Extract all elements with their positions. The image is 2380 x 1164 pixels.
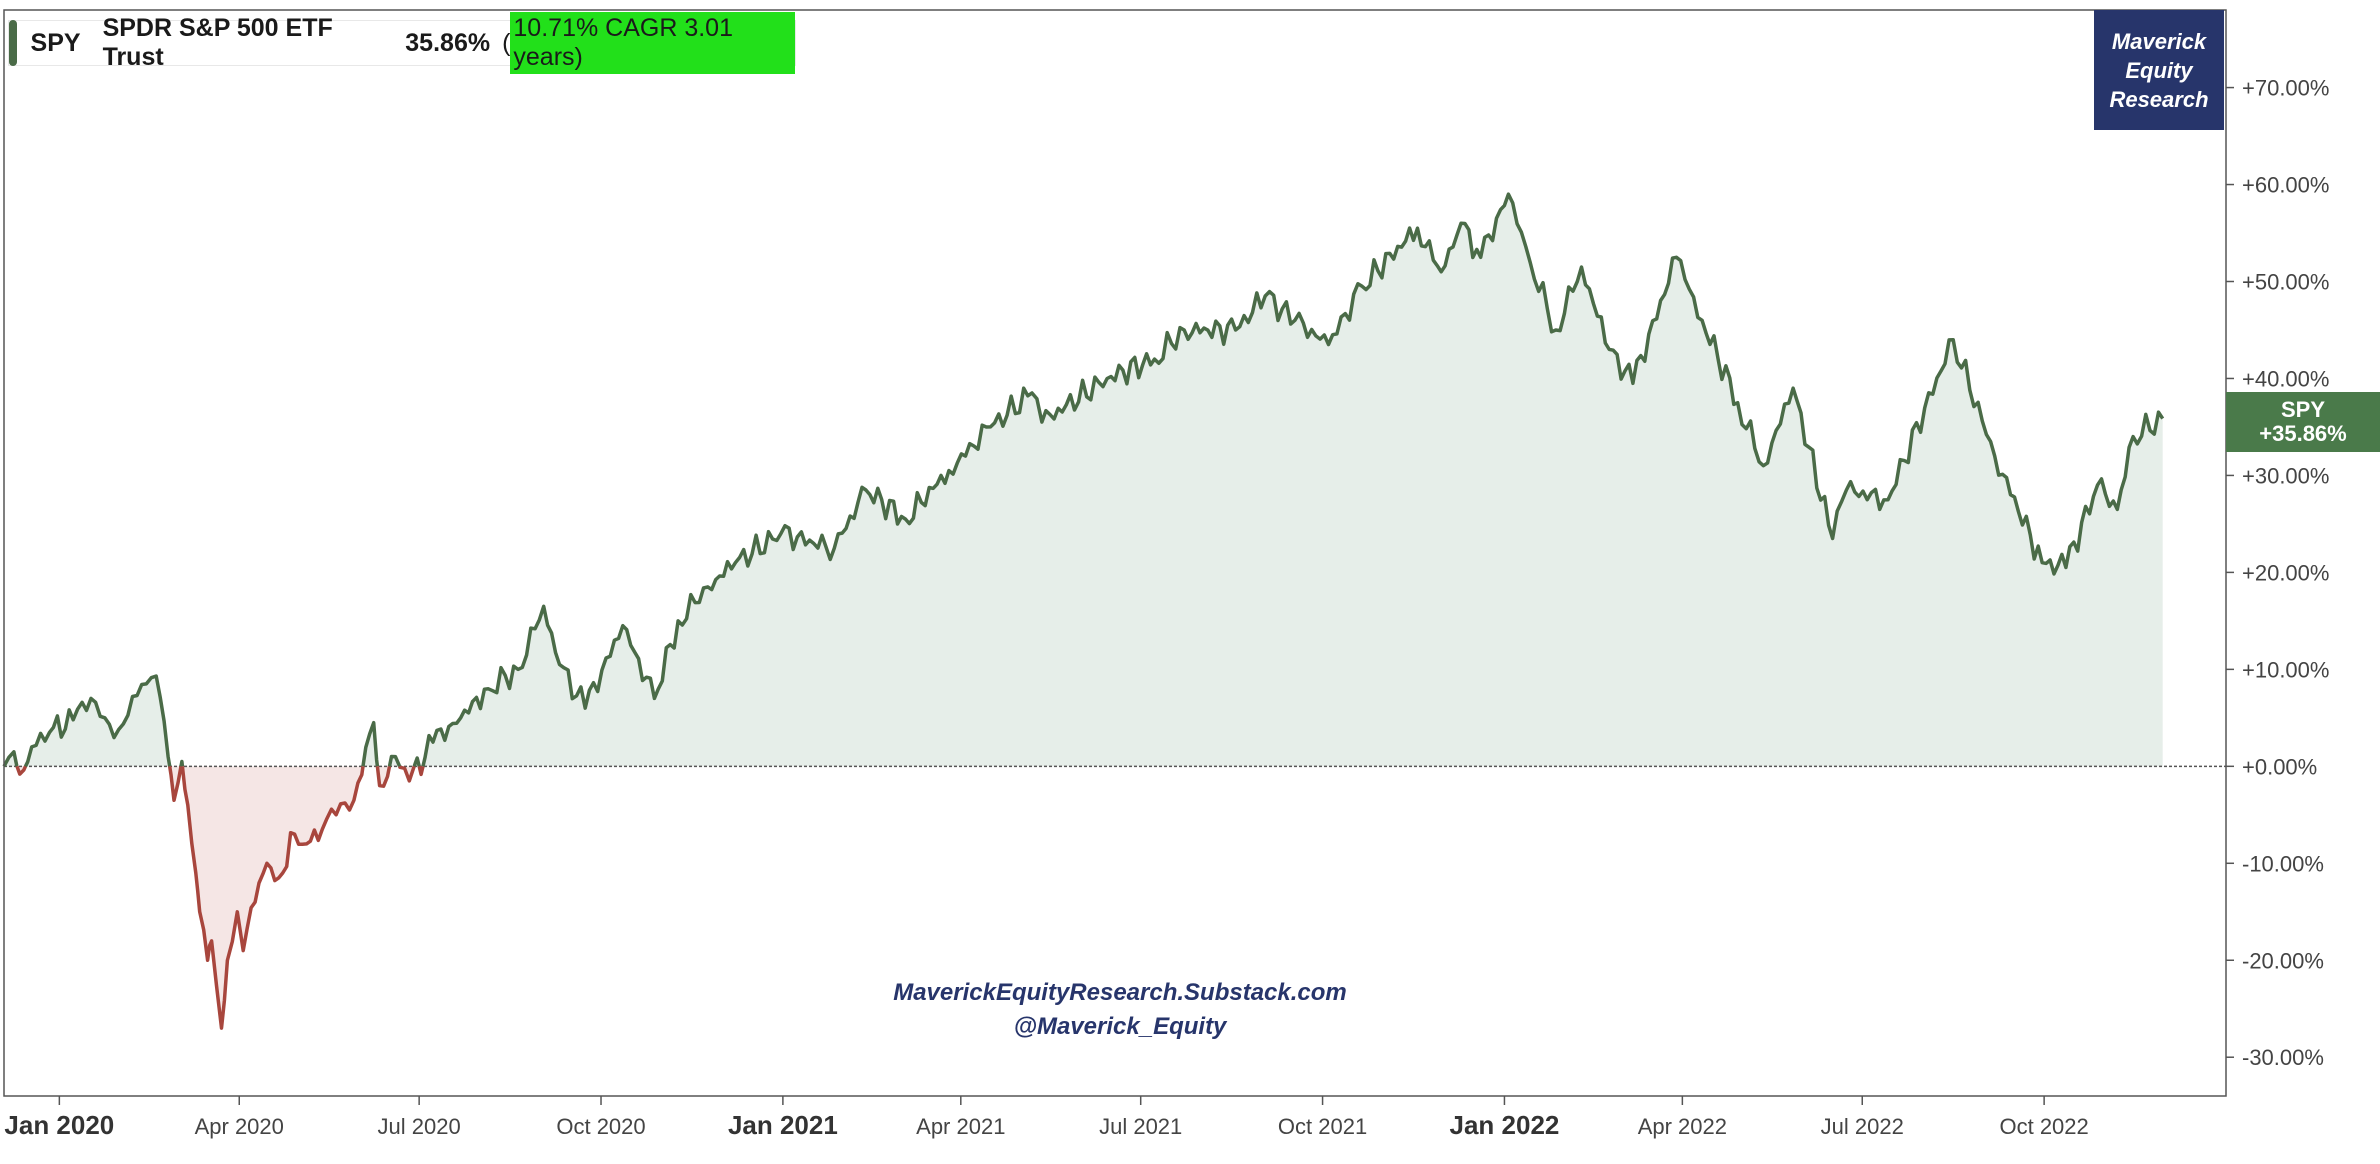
watermark-handle: @Maverick_Equity xyxy=(1013,1013,1227,1040)
legend-fund-name: SPDR S&P 500 ETF Trust xyxy=(102,14,333,71)
end-label-value: +35.86% xyxy=(2259,421,2347,446)
y-axis: +70.00% +60.00% +50.00% +40.00% +30.00% +20.0… xyxy=(2226,76,2329,1070)
x-tick-label: Jul 2020 xyxy=(378,1114,461,1139)
y-tick-label: +10.00% xyxy=(2242,657,2329,682)
area-fill-segment xyxy=(182,766,363,1029)
watermark-site: MaverickEquityResearch.Substack.com xyxy=(893,979,1347,1006)
maverick-logo: Maverick Equity Research xyxy=(2094,10,2224,130)
end-label-symbol: SPY xyxy=(2280,397,2326,422)
y-tick-label: -20.00% xyxy=(2242,948,2324,973)
series-line-segment xyxy=(361,720,380,767)
y-tick-label: +20.00% xyxy=(2242,560,2329,585)
y-tick-label: +70.00% xyxy=(2242,76,2329,101)
series-line-segment xyxy=(15,765,28,776)
x-tick-label: Apr 2020 xyxy=(195,1114,284,1139)
x-tick-label: Oct 2020 xyxy=(556,1114,645,1139)
plot-frame xyxy=(3,9,2227,1097)
y-tick-label: +30.00% xyxy=(2242,463,2329,488)
y-tick-label: -10.00% xyxy=(2242,851,2324,876)
series-line-segment xyxy=(417,765,425,777)
series-line-segment xyxy=(180,766,365,1030)
legend-cagr-badge: 10.71% CAGR 3.01 years) xyxy=(510,12,795,74)
series-line-segment xyxy=(179,759,185,767)
legend-cagr-text: 10.71% CAGR 3.01 years xyxy=(513,14,733,71)
y-tick-label: +50.00% xyxy=(2242,270,2329,295)
series-line-segment xyxy=(387,754,402,767)
x-axis: Jan 2020 Apr 2020 Jul 2020 Oct 2020 Jan 2021… xyxy=(4,1096,2089,1140)
y-tick-label: +0.00% xyxy=(2242,754,2317,779)
watermark: MaverickEquityResearch.Substack.com @Mav… xyxy=(820,976,1420,1044)
x-tick-label: Apr 2022 xyxy=(1638,1114,1727,1139)
series-line-segment xyxy=(23,674,172,768)
legend-paren-open: ( xyxy=(502,28,511,57)
x-tick-label: Jul 2022 xyxy=(1821,1114,1904,1139)
logo-line-1: Maverick xyxy=(2111,28,2207,54)
legend-total-return: 35.86% xyxy=(405,28,491,57)
y-tick-label: -30.00% xyxy=(2242,1045,2324,1070)
x-tick-label: Jan 2021 xyxy=(728,1110,838,1140)
x-tick-label: Apr 2021 xyxy=(916,1114,1005,1139)
series-lines xyxy=(2,192,2165,1030)
legend-paren-close: ) xyxy=(574,43,583,71)
logo-line-2: Equity xyxy=(2125,57,2193,83)
series-line-segment xyxy=(375,765,392,788)
x-tick-label: Jan 2022 xyxy=(1450,1110,1560,1140)
series-line-segment xyxy=(397,765,416,783)
series-line-segment xyxy=(167,765,183,803)
series-end-label: SPY +35.86% xyxy=(2226,392,2380,452)
x-tick-label: Jul 2021 xyxy=(1099,1114,1182,1139)
legend-color-swatch xyxy=(9,20,17,66)
x-tick-label: Oct 2021 xyxy=(1278,1114,1367,1139)
series-line-segment xyxy=(412,756,421,767)
series-line-segment xyxy=(421,192,2165,767)
x-tick-label: Jan 2020 xyxy=(4,1110,114,1140)
legend-symbol: SPY xyxy=(30,28,81,57)
area-fill-segment xyxy=(423,194,2163,767)
series-line-segment xyxy=(2,750,19,768)
legend-header: SPY SPDR S&P 500 ETF Trust 35.86% ( 10.7… xyxy=(8,12,796,74)
logo-line-3: Research xyxy=(2109,86,2209,112)
y-tick-label: +40.00% xyxy=(2242,366,2329,391)
x-tick-label: Oct 2022 xyxy=(1999,1114,2088,1139)
y-tick-label: +60.00% xyxy=(2242,173,2329,198)
